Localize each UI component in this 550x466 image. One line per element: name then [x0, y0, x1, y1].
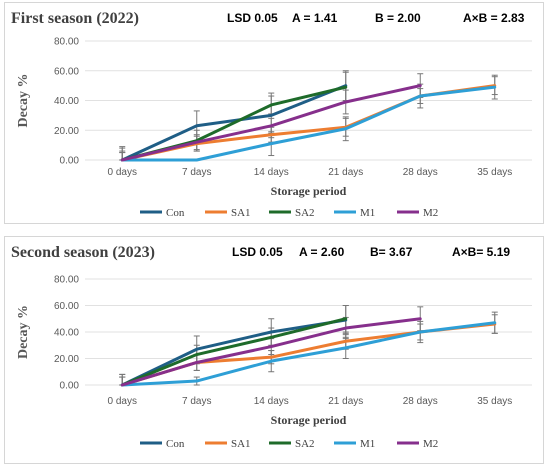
x-tick-label: 35 days	[477, 396, 512, 407]
lsd-b-value: B= 3.67	[370, 245, 413, 259]
legend-label: M2	[423, 438, 438, 450]
legend-label: M1	[360, 207, 375, 219]
chart-title: First season (2022)	[11, 10, 139, 27]
y-tick-label: 40.00	[54, 96, 79, 107]
legend-label: Con	[166, 207, 185, 219]
y-tick-label: 20.00	[54, 354, 79, 365]
y-axis-title: Decay %	[16, 305, 31, 359]
series-line-m1	[120, 85, 497, 162]
y-tick-label: 80.00	[54, 275, 79, 286]
series-line-con	[120, 318, 348, 387]
legend-label: SA1	[231, 438, 251, 450]
x-axis-title: Storage period	[271, 413, 347, 427]
x-tick-label: 14 days	[254, 167, 289, 178]
legend-label: Con	[166, 438, 185, 450]
y-tick-label: 40.00	[54, 328, 79, 339]
series-line-m2	[120, 84, 422, 162]
lsd-ab-value: A×B= 5.19	[452, 245, 511, 259]
chart-panel-first-season: First season (2022) LSD 0.05 A = 1.41 B …	[4, 2, 544, 224]
x-tick-label: 0 days	[108, 396, 137, 407]
lsd-a-value: A = 2.60	[299, 245, 345, 259]
legend-label: SA1	[231, 207, 251, 219]
y-axis-title: Decay %	[16, 73, 31, 127]
series-line-m1	[120, 321, 497, 387]
x-tick-label: 35 days	[477, 167, 512, 178]
legend-label: SA2	[295, 207, 315, 219]
chart-panel-second-season: Second season (2023) LSD 0.05 A = 2.60 B…	[4, 236, 544, 464]
x-tick-label: 21 days	[328, 396, 363, 407]
x-tick-label: 28 days	[403, 167, 438, 178]
lsd-label: LSD 0.05	[232, 245, 283, 259]
series-line-m2	[120, 317, 422, 387]
lsd-ab-value: A×B = 2.83	[463, 11, 525, 25]
legend-label: M2	[423, 207, 438, 219]
legend-label: SA2	[295, 438, 315, 450]
y-tick-label: 80.00	[54, 37, 79, 48]
chart-title: Second season (2023)	[11, 244, 156, 261]
legend-label: M1	[360, 438, 375, 450]
x-tick-label: 7 days	[182, 167, 211, 178]
y-tick-label: 0.00	[60, 381, 80, 392]
x-axis-title: Storage period	[271, 184, 347, 198]
y-tick-label: 60.00	[54, 301, 79, 312]
series-line-sa2	[120, 317, 348, 387]
x-tick-label: 7 days	[182, 396, 211, 407]
lsd-b-value: B = 2.00	[375, 11, 421, 25]
lsd-label: LSD 0.05	[227, 11, 278, 25]
y-tick-label: 60.00	[54, 66, 79, 77]
x-tick-label: 28 days	[403, 396, 438, 407]
x-tick-label: 0 days	[108, 167, 137, 178]
series-line-con	[120, 84, 348, 162]
y-tick-label: 20.00	[54, 126, 79, 137]
x-tick-label: 21 days	[328, 167, 363, 178]
y-tick-label: 0.00	[60, 156, 80, 167]
x-tick-label: 14 days	[254, 396, 289, 407]
decay-line-chart: 0.00 20.00 40.00 60.00 80.00 0 days 7 days 14 d…	[16, 37, 532, 219]
lsd-a-value: A = 1.41	[292, 11, 338, 25]
decay-line-chart: 0.00 20.00 40.00 60.00 80.00 0 days 7 days 14 d…	[16, 275, 532, 450]
